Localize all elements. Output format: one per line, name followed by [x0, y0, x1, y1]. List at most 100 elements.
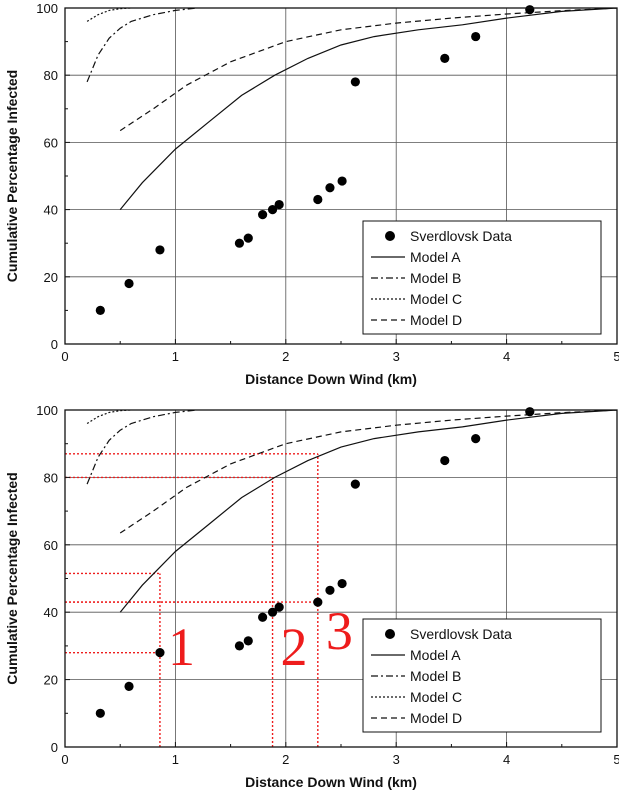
- model-lines: [86, 410, 617, 613]
- legend-entry: Model C: [371, 291, 462, 307]
- annotation-lines: [65, 453, 319, 747]
- legend-label: Model B: [410, 270, 461, 286]
- legend-label: Model D: [410, 710, 462, 726]
- data-point: [267, 607, 278, 617]
- y-tick-label: 60: [44, 538, 58, 553]
- data-point: [313, 194, 323, 205]
- y-tick-label: 20: [44, 673, 58, 688]
- y-tick-label: 100: [36, 1, 58, 16]
- data-point: [234, 641, 245, 651]
- legend-entry: Model B: [371, 270, 461, 286]
- series-line-model-c: [86, 410, 132, 425]
- legend-label: Sverdlovsk Data: [410, 626, 512, 642]
- data-points: [95, 5, 535, 315]
- annotation-number: 3: [326, 601, 353, 661]
- legend: Sverdlovsk Data Model A Model B Model C Mode…: [362, 220, 602, 335]
- legend-entry: Model D: [371, 312, 462, 328]
- data-point: [243, 636, 253, 646]
- x-tick-label: 0: [61, 752, 68, 767]
- data-point: [471, 434, 481, 444]
- data-point: [325, 183, 335, 193]
- data-point: [325, 585, 335, 595]
- series-line-model-a: [119, 410, 617, 613]
- data-point: [337, 578, 347, 589]
- x-tick-label: 4: [503, 349, 510, 364]
- series-line-model-d: [119, 410, 617, 534]
- series-line-model-b: [86, 8, 198, 83]
- x-tick-label: 5: [613, 752, 619, 767]
- legend-entry: Sverdlovsk Data: [385, 228, 512, 244]
- x-axis-label: Distance Down Wind (km): [245, 371, 417, 387]
- series-line-model-b: [86, 410, 198, 485]
- annotation-number: 1: [168, 617, 195, 677]
- legend-entry: Model D: [371, 710, 462, 726]
- data-point: [267, 205, 278, 215]
- legend-marker: [385, 231, 395, 241]
- data-point: [274, 602, 284, 612]
- y-tick-label: 20: [44, 270, 58, 285]
- data-point: [350, 479, 360, 489]
- legend-label: Model C: [410, 291, 462, 307]
- y-tick-label: 100: [36, 403, 58, 418]
- y-axis-label: Cumulative Percentage Infected: [4, 472, 20, 684]
- legend-marker: [385, 629, 395, 639]
- data-point: [471, 31, 481, 42]
- y-tick-label: 40: [44, 203, 58, 218]
- model-lines: [86, 8, 617, 210]
- data-point: [155, 245, 165, 255]
- y-tick-label: 0: [51, 337, 58, 352]
- data-point: [243, 233, 253, 243]
- x-tick-label: 1: [172, 349, 179, 364]
- y-axis-label: Cumulative Percentage Infected: [4, 70, 20, 282]
- legend-entry: Model A: [371, 249, 461, 265]
- data-point: [350, 77, 360, 87]
- y-tick-label: 40: [44, 605, 58, 620]
- legend-label: Model D: [410, 312, 462, 328]
- x-tick-label: 2: [282, 752, 289, 767]
- y-tick-label: 80: [44, 470, 58, 485]
- legend-entry: Sverdlovsk Data: [385, 626, 512, 642]
- chart-top: 0 1 2 3 4 5 0 20 40 60 80 100 Distance Down Wind (km…: [4, 1, 619, 387]
- legend-entry: Model C: [371, 689, 462, 705]
- legend-label: Model A: [410, 249, 461, 265]
- x-tick-label: 2: [282, 349, 289, 364]
- legend-entry: Model A: [371, 647, 461, 663]
- legend-label: Sverdlovsk Data: [410, 228, 512, 244]
- y-tick-label: 0: [51, 740, 58, 755]
- x-tick-label: 4: [503, 752, 510, 767]
- data-point: [525, 407, 535, 417]
- data-point: [258, 612, 268, 622]
- data-point: [95, 708, 105, 718]
- data-point: [258, 210, 268, 220]
- x-axis-label: Distance Down Wind (km): [245, 774, 417, 790]
- annotation-number: 2: [281, 617, 308, 677]
- legend-label: Model A: [410, 647, 461, 663]
- data-point: [313, 597, 323, 607]
- legend-entry: Model B: [371, 668, 461, 684]
- data-point: [124, 278, 134, 289]
- data-point: [525, 5, 535, 15]
- legend: Sverdlovsk Data Model A Model B Model C Mode…: [362, 618, 602, 733]
- y-tick-label: 80: [44, 68, 58, 83]
- x-tick-label: 1: [172, 752, 179, 767]
- x-tick-label: 3: [393, 349, 400, 364]
- data-point: [124, 681, 134, 691]
- data-points: [95, 407, 535, 718]
- data-point: [95, 305, 105, 315]
- data-point: [337, 176, 347, 186]
- data-point: [274, 199, 284, 210]
- legend-label: Model B: [410, 668, 461, 684]
- x-tick-label: 5: [613, 349, 619, 364]
- data-point: [155, 648, 165, 658]
- x-tick-label: 0: [61, 349, 68, 364]
- data-point: [440, 455, 450, 466]
- series-line-model-a: [119, 8, 617, 210]
- legend-label: Model C: [410, 689, 462, 705]
- x-tick-label: 3: [393, 752, 400, 767]
- y-tick-label: 60: [44, 135, 58, 150]
- data-point: [234, 238, 245, 248]
- data-point: [440, 53, 450, 64]
